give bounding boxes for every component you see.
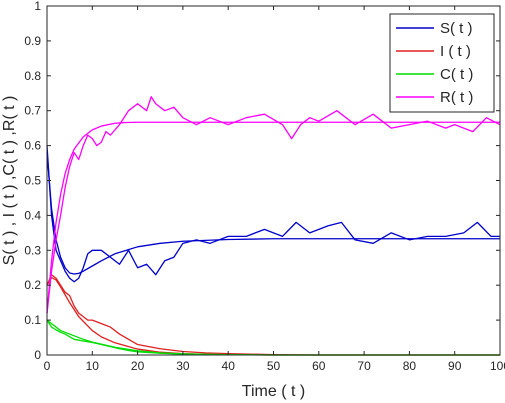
x-tick-label: 40 xyxy=(222,359,236,373)
y-axis-label: S( t ) , I ( t ) ,C( t ) ,R( t ) xyxy=(1,96,18,266)
y-tick-label: 0.5 xyxy=(24,174,41,188)
x-tick-label: 10 xyxy=(86,359,100,373)
y-tick-label: 0.7 xyxy=(24,104,41,118)
y-tick-label: 0.2 xyxy=(24,278,41,292)
legend-label-r: R( t ) xyxy=(440,89,473,106)
y-tick-label: 0.1 xyxy=(24,313,41,327)
plot-area: 0 10 20 30 40 50 60 70 80 90 100 0 0.1 0.2 0.3 0.4 0.5 0.… xyxy=(24,0,505,373)
y-tick-label: 1 xyxy=(34,0,41,13)
x-tick-label: 50 xyxy=(267,359,281,373)
legend-label-s: S( t ) xyxy=(440,20,473,37)
y-tick-label: 0.9 xyxy=(24,34,41,48)
legend-label-c: C( t ) xyxy=(440,66,473,83)
y-tick-label: 0.4 xyxy=(24,208,41,222)
legend: S( t ) I ( t ) C( t ) R( t ) xyxy=(389,13,495,113)
series-layer xyxy=(46,96,501,356)
y-tick-label: 0.8 xyxy=(24,69,41,83)
series-s-stochastic-line xyxy=(46,145,500,283)
x-tick-label: 100 xyxy=(490,359,505,373)
x-tick-label: 90 xyxy=(448,359,462,373)
x-tick-label: 70 xyxy=(357,359,371,373)
x-tick-label: 0 xyxy=(44,359,51,373)
y-tick-label: 0 xyxy=(34,348,41,362)
series-s-deterministic-line xyxy=(46,152,500,275)
x-tick-label: 20 xyxy=(131,359,145,373)
ticks-layer: 0 10 20 30 40 50 60 70 80 90 100 0 0.1 0.2 0.3 0.4 0.5 0.… xyxy=(24,0,505,373)
y-tick-label: 0.3 xyxy=(24,243,41,257)
legend-label-i: I ( t ) xyxy=(440,43,471,60)
x-axis-label: Time ( t ) xyxy=(242,383,305,400)
x-tick-label: 30 xyxy=(176,359,190,373)
x-tick-label: 60 xyxy=(312,359,326,373)
series-r-stochastic-line xyxy=(46,96,501,314)
legend-box xyxy=(389,13,495,113)
x-tick-label: 80 xyxy=(403,359,417,373)
y-tick-label: 0.6 xyxy=(24,139,41,153)
series-r-deterministic-line xyxy=(46,121,500,314)
